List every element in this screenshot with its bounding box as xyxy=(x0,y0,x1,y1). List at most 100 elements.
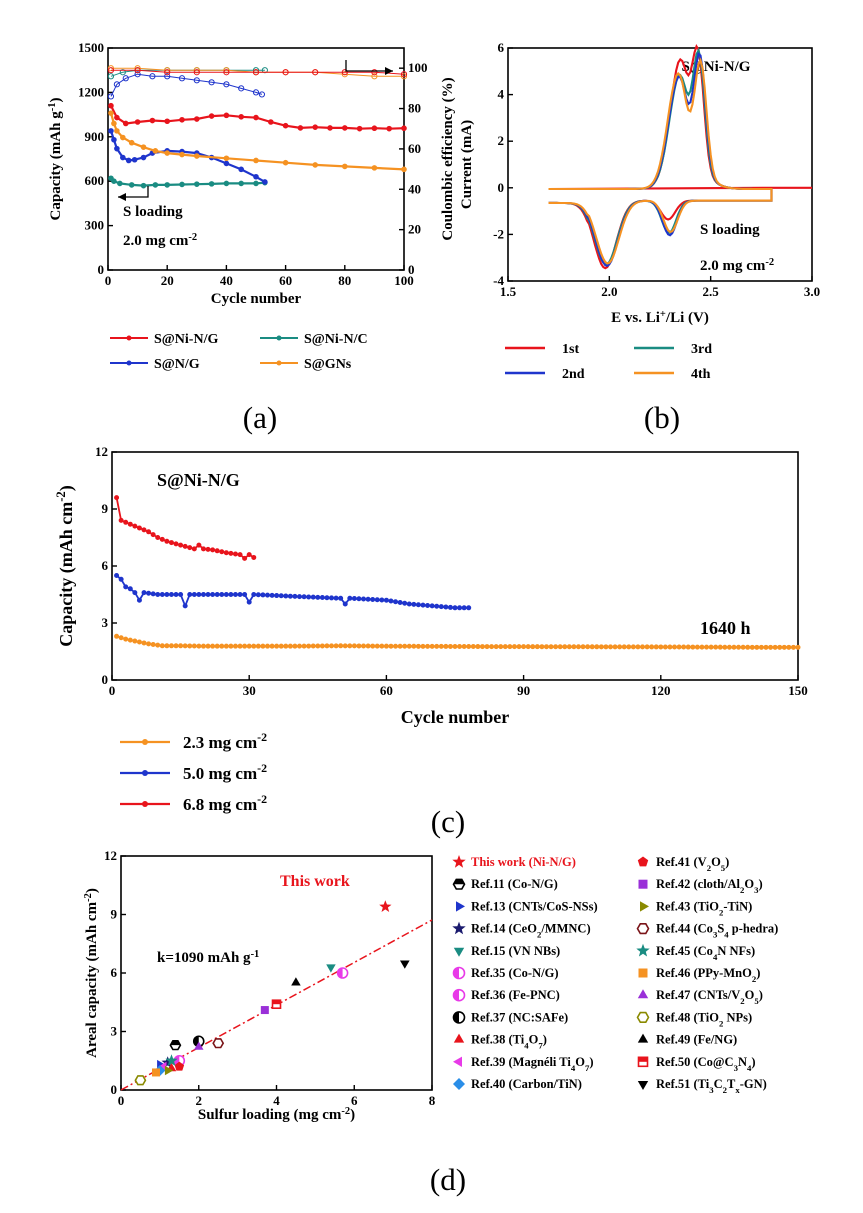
capacity-marker xyxy=(117,180,123,187)
scatter-point xyxy=(151,1068,160,1077)
legend-label: Ref.38 (Ti4O7) xyxy=(471,1033,547,1051)
capacity-marker xyxy=(452,605,458,611)
capacity-marker xyxy=(479,644,485,650)
scatter-point xyxy=(165,1054,178,1066)
y-tick-label: 0 xyxy=(102,672,109,687)
capacity-marker xyxy=(179,181,185,188)
capacity-marker xyxy=(386,125,393,132)
legend-label: Ref.36 (Fe-PNC) xyxy=(471,988,560,1002)
capacity-marker xyxy=(164,150,170,156)
scatter-point xyxy=(134,1075,147,1086)
capacity-marker xyxy=(178,643,184,649)
capacity-marker xyxy=(253,180,259,187)
annotation-loading-value: 2.0 mg cm-2 xyxy=(700,257,774,275)
capacity-marker xyxy=(475,644,481,650)
scatter-point xyxy=(379,900,392,912)
x-tick-label: 20 xyxy=(161,273,174,288)
arrow-right-head xyxy=(385,67,393,75)
capacity-marker xyxy=(283,593,289,599)
capacity-marker xyxy=(191,592,197,597)
capacity-marker xyxy=(182,543,188,549)
ce-marker xyxy=(107,73,115,80)
capacity-marker xyxy=(548,644,554,650)
legend-label: Ref.37 (NC:SAFe) xyxy=(471,1010,568,1024)
y2-tick-label: 80 xyxy=(408,101,421,116)
ce-marker xyxy=(107,93,115,100)
capacity-marker xyxy=(187,592,193,597)
capacity-marker xyxy=(740,644,746,650)
capacity-marker xyxy=(182,603,188,609)
scatter-point xyxy=(169,1040,182,1051)
legend-label: Ref.35 (Co-N/G) xyxy=(471,966,558,980)
legend-marker xyxy=(276,335,282,341)
legend-marker xyxy=(452,988,466,1002)
capacity-marker xyxy=(356,643,362,649)
capacity-marker xyxy=(168,643,174,649)
x-tick-label: 4 xyxy=(273,1093,280,1108)
capacity-marker xyxy=(132,523,138,529)
capacity-marker xyxy=(507,644,513,650)
y-tick-label: 9 xyxy=(111,907,118,922)
capacity-marker xyxy=(191,546,197,552)
capacity-marker xyxy=(676,644,682,650)
capacity-marker xyxy=(754,644,760,650)
legend-marker xyxy=(456,901,465,912)
x-tick-label: 0 xyxy=(105,273,112,288)
scatter-point xyxy=(326,964,336,973)
y-tick-label: 0 xyxy=(111,1082,118,1097)
capacity-marker xyxy=(312,162,319,168)
legend-marker xyxy=(452,878,466,890)
legend-marker-fill xyxy=(453,989,459,1001)
capacity-marker xyxy=(351,596,357,602)
legend-marker xyxy=(126,360,132,366)
capacity-marker xyxy=(790,644,796,650)
legend-marker xyxy=(637,856,649,867)
y-tick-label: 3 xyxy=(111,1024,118,1039)
capacity-marker xyxy=(146,590,152,596)
capacity-marker xyxy=(214,643,220,649)
capacity-marker xyxy=(777,644,783,650)
capacity-marker xyxy=(219,643,225,649)
capacity-marker xyxy=(342,601,348,607)
y2-tick-label: 40 xyxy=(408,181,421,196)
legend-marker xyxy=(640,901,649,912)
capacity-marker xyxy=(493,644,499,650)
capacity-marker xyxy=(338,643,344,649)
scatter-point xyxy=(161,1056,174,1068)
ce-marker xyxy=(252,89,260,96)
capacity-marker xyxy=(530,644,536,650)
capacity-marker xyxy=(644,644,650,650)
capacity-marker xyxy=(140,182,147,189)
x-tick-label: 60 xyxy=(279,273,292,288)
capacity-marker xyxy=(511,644,517,650)
capacity-marker xyxy=(361,643,367,649)
capacity-marker xyxy=(553,644,559,650)
legend-marker xyxy=(142,770,148,776)
capacity-marker xyxy=(152,182,159,188)
capacity-marker xyxy=(626,644,632,650)
capacity-marker xyxy=(253,157,259,164)
capacity-marker xyxy=(708,644,714,650)
capacity-marker xyxy=(681,644,687,650)
capacity-marker xyxy=(342,163,348,170)
x-tick-label: 80 xyxy=(338,273,351,288)
scatter-point xyxy=(158,1061,167,1072)
capacity-line xyxy=(109,130,266,183)
capacity-marker xyxy=(342,643,348,649)
capacity-marker xyxy=(319,595,325,601)
capacity-marker xyxy=(498,644,504,650)
capacity-marker xyxy=(347,643,353,649)
legend-label: 2.3 mg cm-2 xyxy=(183,730,267,752)
legend-marker xyxy=(637,1056,649,1068)
capacity-line xyxy=(110,105,405,130)
legend-label: Ref.45 (Co4N NFs) xyxy=(656,944,755,962)
capacity-marker xyxy=(246,552,252,558)
capacity-marker xyxy=(388,643,394,649)
capacity-marker xyxy=(393,599,399,605)
capacity-marker xyxy=(164,538,170,544)
capacity-marker xyxy=(268,119,274,125)
capacity-marker xyxy=(255,643,261,649)
x-axis-label: Cycle number xyxy=(401,707,509,727)
capacity-marker xyxy=(356,596,362,602)
capacity-marker xyxy=(168,592,174,597)
